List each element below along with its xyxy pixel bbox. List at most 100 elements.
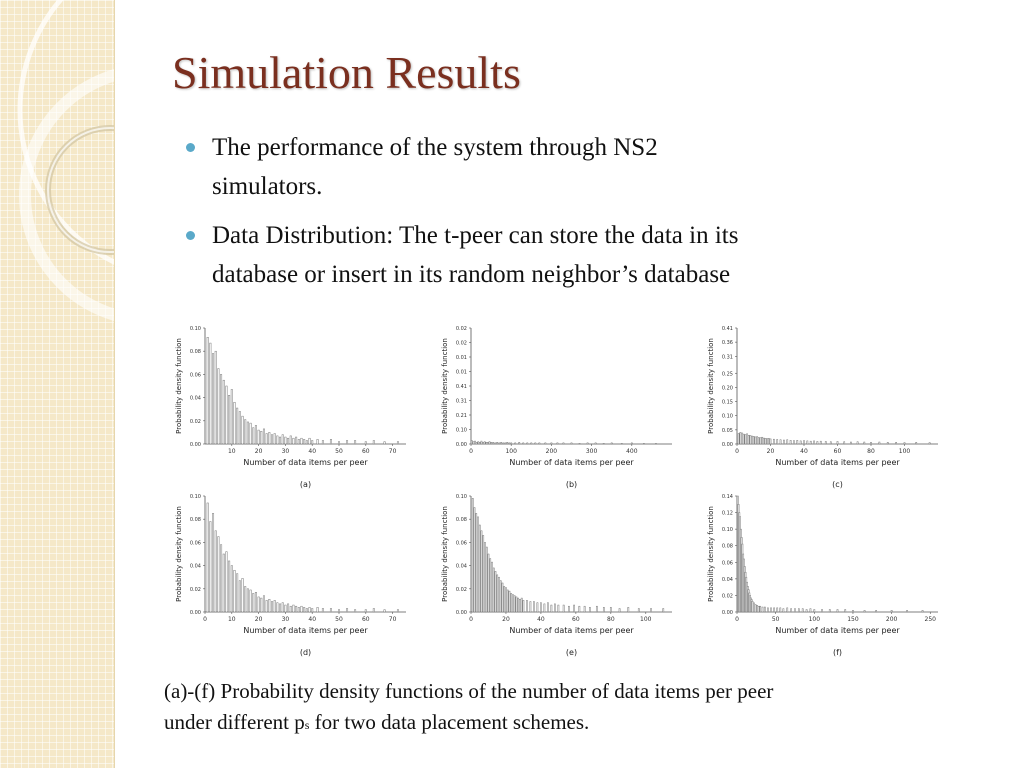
histogram-bar <box>475 442 478 445</box>
x-tick-label: 150 <box>847 616 859 623</box>
histogram-bar <box>767 438 770 445</box>
histogram-bar <box>292 604 295 613</box>
histogram-bar <box>236 407 239 445</box>
chart-b-svg: 0.00 0.10 0.21 0.31 0.41 0.01 0.01 0.02 0.02 0 100… <box>441 326 672 489</box>
histogram-bar <box>813 609 816 613</box>
caption-line: under different p <box>164 710 305 734</box>
y-axis-label: Probability density function <box>175 506 183 602</box>
bullet-list: The performance of the system through NS… <box>186 128 976 304</box>
histogram-bar <box>295 436 298 445</box>
histogram-bar <box>214 350 217 445</box>
y-tick-label: 0.10 <box>190 326 201 332</box>
histogram-bar <box>222 379 225 445</box>
x-tick-label: 200 <box>546 448 558 455</box>
chart-e-svg: 0.00 0.02 0.04 0.06 0.08 0.10 0 20 40 60 80 100 Numb… <box>441 494 672 657</box>
y-tick-label: 0.25 <box>722 371 733 377</box>
histogram-bar <box>863 610 866 613</box>
histogram-bar <box>491 561 493 613</box>
histogram-bar <box>737 433 740 445</box>
histogram-bar <box>547 602 549 613</box>
histogram-bar <box>756 436 758 445</box>
histogram-bar <box>494 442 496 445</box>
histogram-bar <box>471 498 474 613</box>
histogram-bar <box>620 443 623 445</box>
histogram-bar <box>236 573 239 613</box>
y-tick-label: 0.00 <box>456 442 467 448</box>
histogram-bar <box>273 600 276 613</box>
bullet-item: The performance of the system through NS… <box>186 128 976 206</box>
y-tick-label: 0.05 <box>722 428 733 434</box>
histogram-bar <box>586 442 589 445</box>
histogram-bar <box>249 589 252 613</box>
histogram-bar <box>618 608 621 613</box>
x-tick-label: 60 <box>362 616 370 623</box>
caption-line: for two data placement schemes. <box>309 710 590 734</box>
histogram-bar <box>928 442 931 445</box>
y-tick-label: 0.10 <box>456 428 467 434</box>
y-tick-label: 0.31 <box>456 399 467 405</box>
histogram-bar <box>518 442 521 445</box>
histogram-bar <box>510 442 513 445</box>
histogram-bar <box>503 586 506 613</box>
x-tick-label: 30 <box>282 448 290 455</box>
histogram-bar <box>757 437 760 445</box>
x-tick-label: 70 <box>389 616 397 623</box>
histogram-bar <box>583 605 586 613</box>
histogram-bar <box>281 434 284 445</box>
panel-label: (c) <box>832 480 843 489</box>
histogram-bar <box>773 607 775 613</box>
histogram-bar <box>257 429 260 445</box>
x-tick-label: 20 <box>255 616 263 623</box>
histogram-bar <box>276 435 279 445</box>
histogram-bar <box>602 607 605 613</box>
histogram-bar <box>297 607 300 613</box>
histogram-bar <box>496 442 498 445</box>
histogram-bar <box>484 542 486 613</box>
histogram-bar <box>741 432 743 445</box>
histogram-bar <box>260 597 263 613</box>
x-tick-label: 60 <box>362 448 370 455</box>
histogram-bar <box>311 608 314 613</box>
slide-title: Simulation Results <box>172 47 521 98</box>
histogram-bar <box>321 608 324 613</box>
bullet-text-line: Data Distribution: The t-peer can store … <box>212 222 739 249</box>
histogram-bar <box>903 442 906 445</box>
histogram-bar <box>779 607 782 613</box>
x-tick-label: 30 <box>282 616 290 623</box>
histogram-bar <box>480 530 483 613</box>
x-tick-label: 250 <box>925 616 937 623</box>
chart-panel-a: 0.00 0.02 0.04 0.06 0.08 0.10 10 20 30 40 50 60 70 Nu… <box>170 322 410 492</box>
histogram-bar <box>757 605 760 613</box>
y-tick-label: 0.02 <box>456 587 467 593</box>
x-tick-label: 200 <box>886 616 898 623</box>
histogram-bar <box>799 440 802 445</box>
x-tick-label: 100 <box>809 616 821 623</box>
histogram-bar <box>538 442 541 445</box>
x-tick-label: 0 <box>735 616 739 623</box>
histogram-bar <box>475 513 478 613</box>
y-tick-label: 0.06 <box>456 540 467 546</box>
histogram-bar <box>260 430 263 445</box>
histogram-bar <box>485 442 488 445</box>
histogram-bar <box>308 437 311 445</box>
x-tick-label: 40 <box>308 616 316 623</box>
histogram-bar <box>289 605 292 613</box>
histogram-bar <box>279 436 282 445</box>
histogram-bar <box>759 437 762 445</box>
x-axis-label: Number of data items per peer <box>243 458 368 467</box>
histogram-bar <box>233 569 236 613</box>
histogram-bar <box>554 603 556 613</box>
histogram-bar <box>801 608 804 613</box>
histogram-bar <box>212 513 215 613</box>
figure-caption: (a)-(f) Probability density functions of… <box>164 676 964 741</box>
histogram-bar <box>813 440 815 445</box>
histogram-bar <box>526 600 528 613</box>
histogram-bar <box>870 442 872 445</box>
histogram-bar <box>494 571 497 613</box>
histogram-bar <box>289 435 292 445</box>
histogram-bar <box>273 433 276 445</box>
histogram-bar <box>354 609 357 613</box>
chart-d-svg: 0.00 0.02 0.04 0.06 0.08 0.10 0 10 20 30 40 50 60 70 N… <box>175 494 406 657</box>
y-tick-label: 0.08 <box>722 544 733 550</box>
histogram-bar <box>752 436 755 445</box>
